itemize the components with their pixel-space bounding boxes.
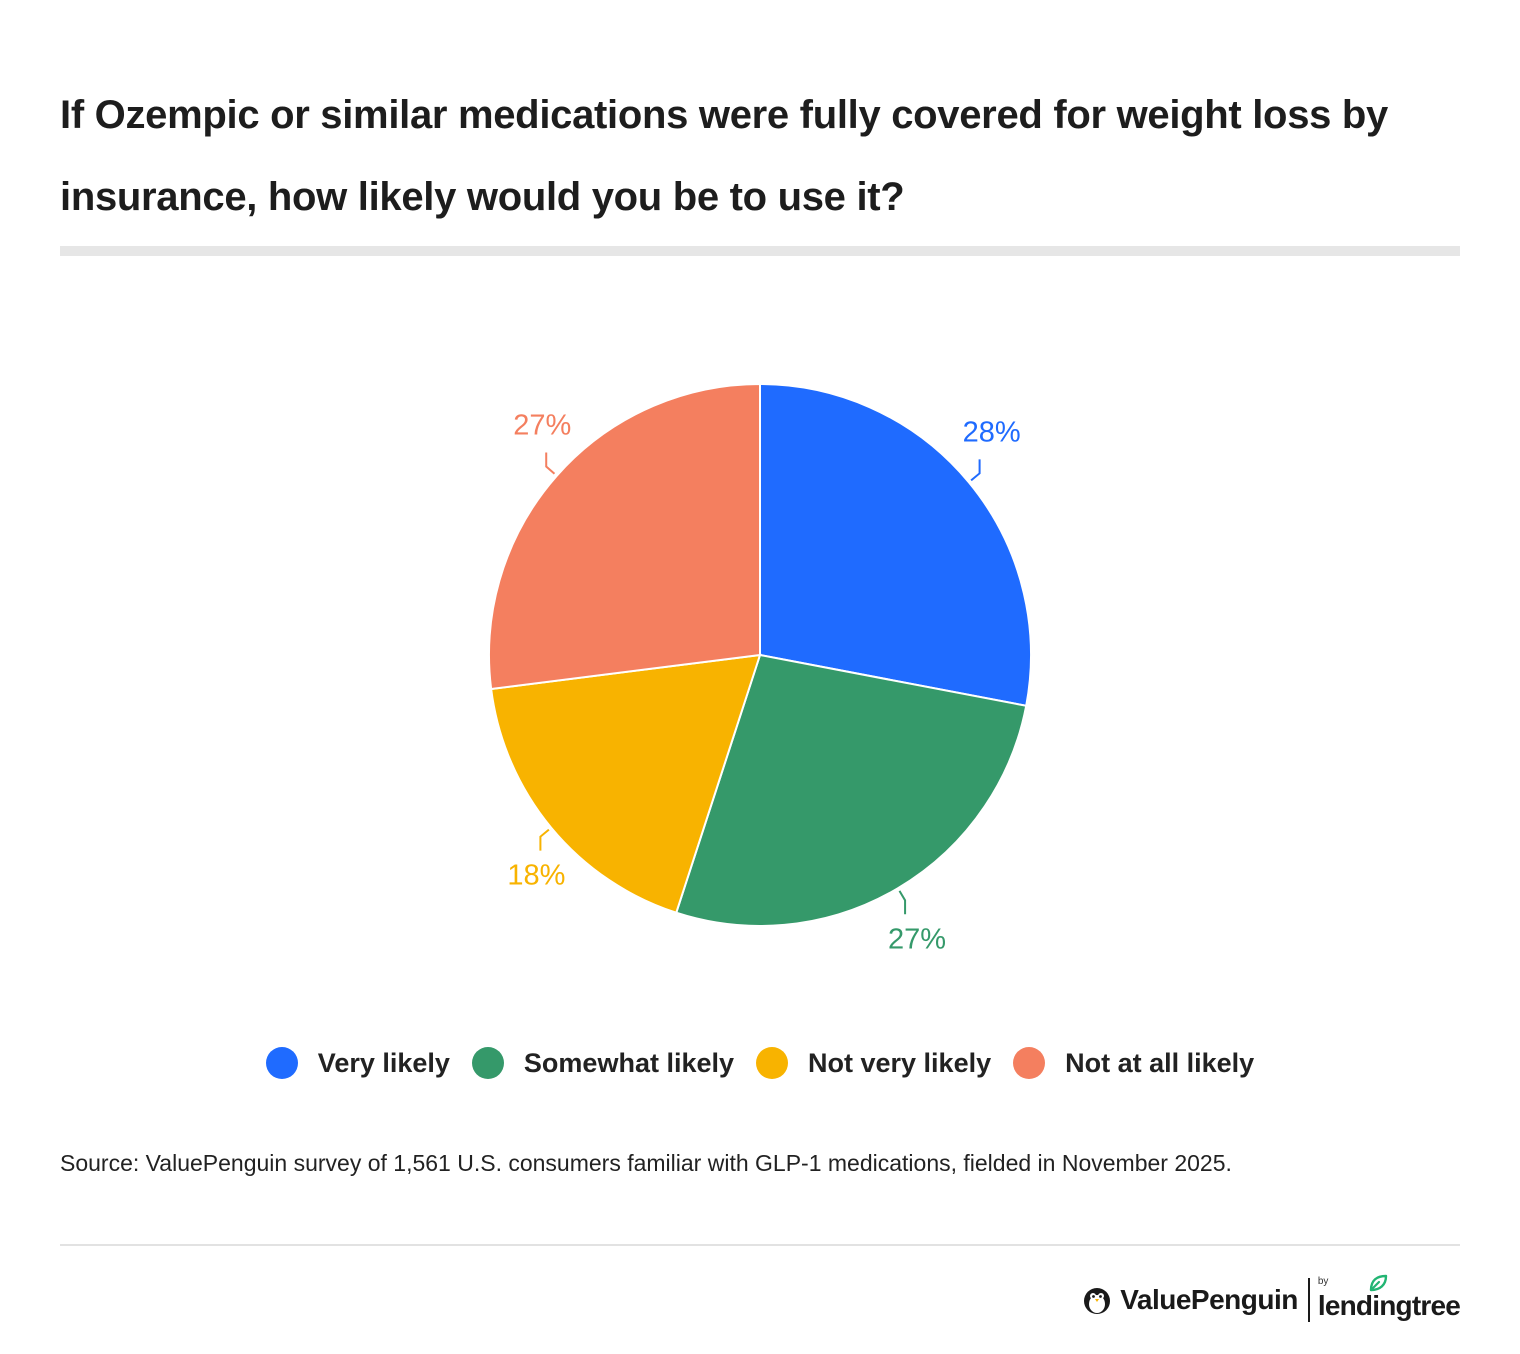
chart-legend: Very likely Somewhat likely Not very lik…: [0, 1040, 1520, 1086]
by-label: by: [1317, 1276, 1329, 1287]
legend-label: Not at all likely: [1065, 1047, 1255, 1078]
legend-swatch: [1013, 1047, 1046, 1079]
lendingtree-logo: by lendingtree: [1317, 1270, 1461, 1330]
data-label-not-at-all-likely: 27%: [513, 410, 571, 442]
source-note: Source: ValuePenguin survey of 1,561 U.S…: [60, 1150, 1232, 1176]
legend-label: Somewhat likely: [523, 1047, 735, 1078]
legend-item-somewhat-likely: Somewhat likely: [471, 1047, 735, 1079]
legend-swatch: [756, 1047, 789, 1079]
legend-label: Not very likely: [808, 1047, 992, 1078]
footer-divider: [60, 1244, 1460, 1246]
legend-swatch: [471, 1047, 504, 1079]
leader-line-somewhat-likely: [898, 890, 907, 915]
legend-item-very-likely: Very likely: [265, 1047, 450, 1079]
valuepenguin-wordmark: ValuePenguin: [1120, 1284, 1298, 1315]
pie-leader-lines: [539, 452, 981, 915]
legend-item-not-at-all-likely: Not at all likely: [1013, 1047, 1254, 1079]
chart-title: If Ozempic or similar medications were f…: [60, 93, 1388, 219]
leaf-icon: [1369, 1274, 1388, 1292]
brand-logo: ValuePenguin by lendingtree: [1082, 1270, 1461, 1330]
legend-item-not-very-likely: Not very likely: [756, 1047, 991, 1079]
legend-label: Very likely: [317, 1047, 450, 1078]
pie-slice-not-at-all-likely: [488, 382, 761, 691]
leader-line-not-very-likely: [539, 828, 550, 851]
pie-slice-not-very-likely: [490, 653, 762, 914]
leader-line-very-likely: [970, 459, 981, 482]
leader-line-not-at-all-likely: [545, 452, 556, 475]
data-label-very-likely: 28%: [963, 416, 1021, 448]
data-label-somewhat-likely: 27%: [888, 923, 946, 955]
pie-slice-very-likely: [759, 382, 1032, 707]
logo-divider: [1307, 1278, 1310, 1322]
pie-data-labels: 28% 27% 18% 27%: [507, 410, 1020, 956]
penguin-icon: [1084, 1288, 1111, 1314]
data-label-not-very-likely: 18%: [507, 860, 565, 892]
legend-swatch: [265, 1047, 298, 1079]
pie-slice-somewhat-likely: [674, 653, 1028, 927]
lendingtree-wordmark: lendingtree: [1317, 1290, 1461, 1321]
title-divider: [60, 246, 1460, 256]
pie-slices: [488, 382, 1032, 927]
